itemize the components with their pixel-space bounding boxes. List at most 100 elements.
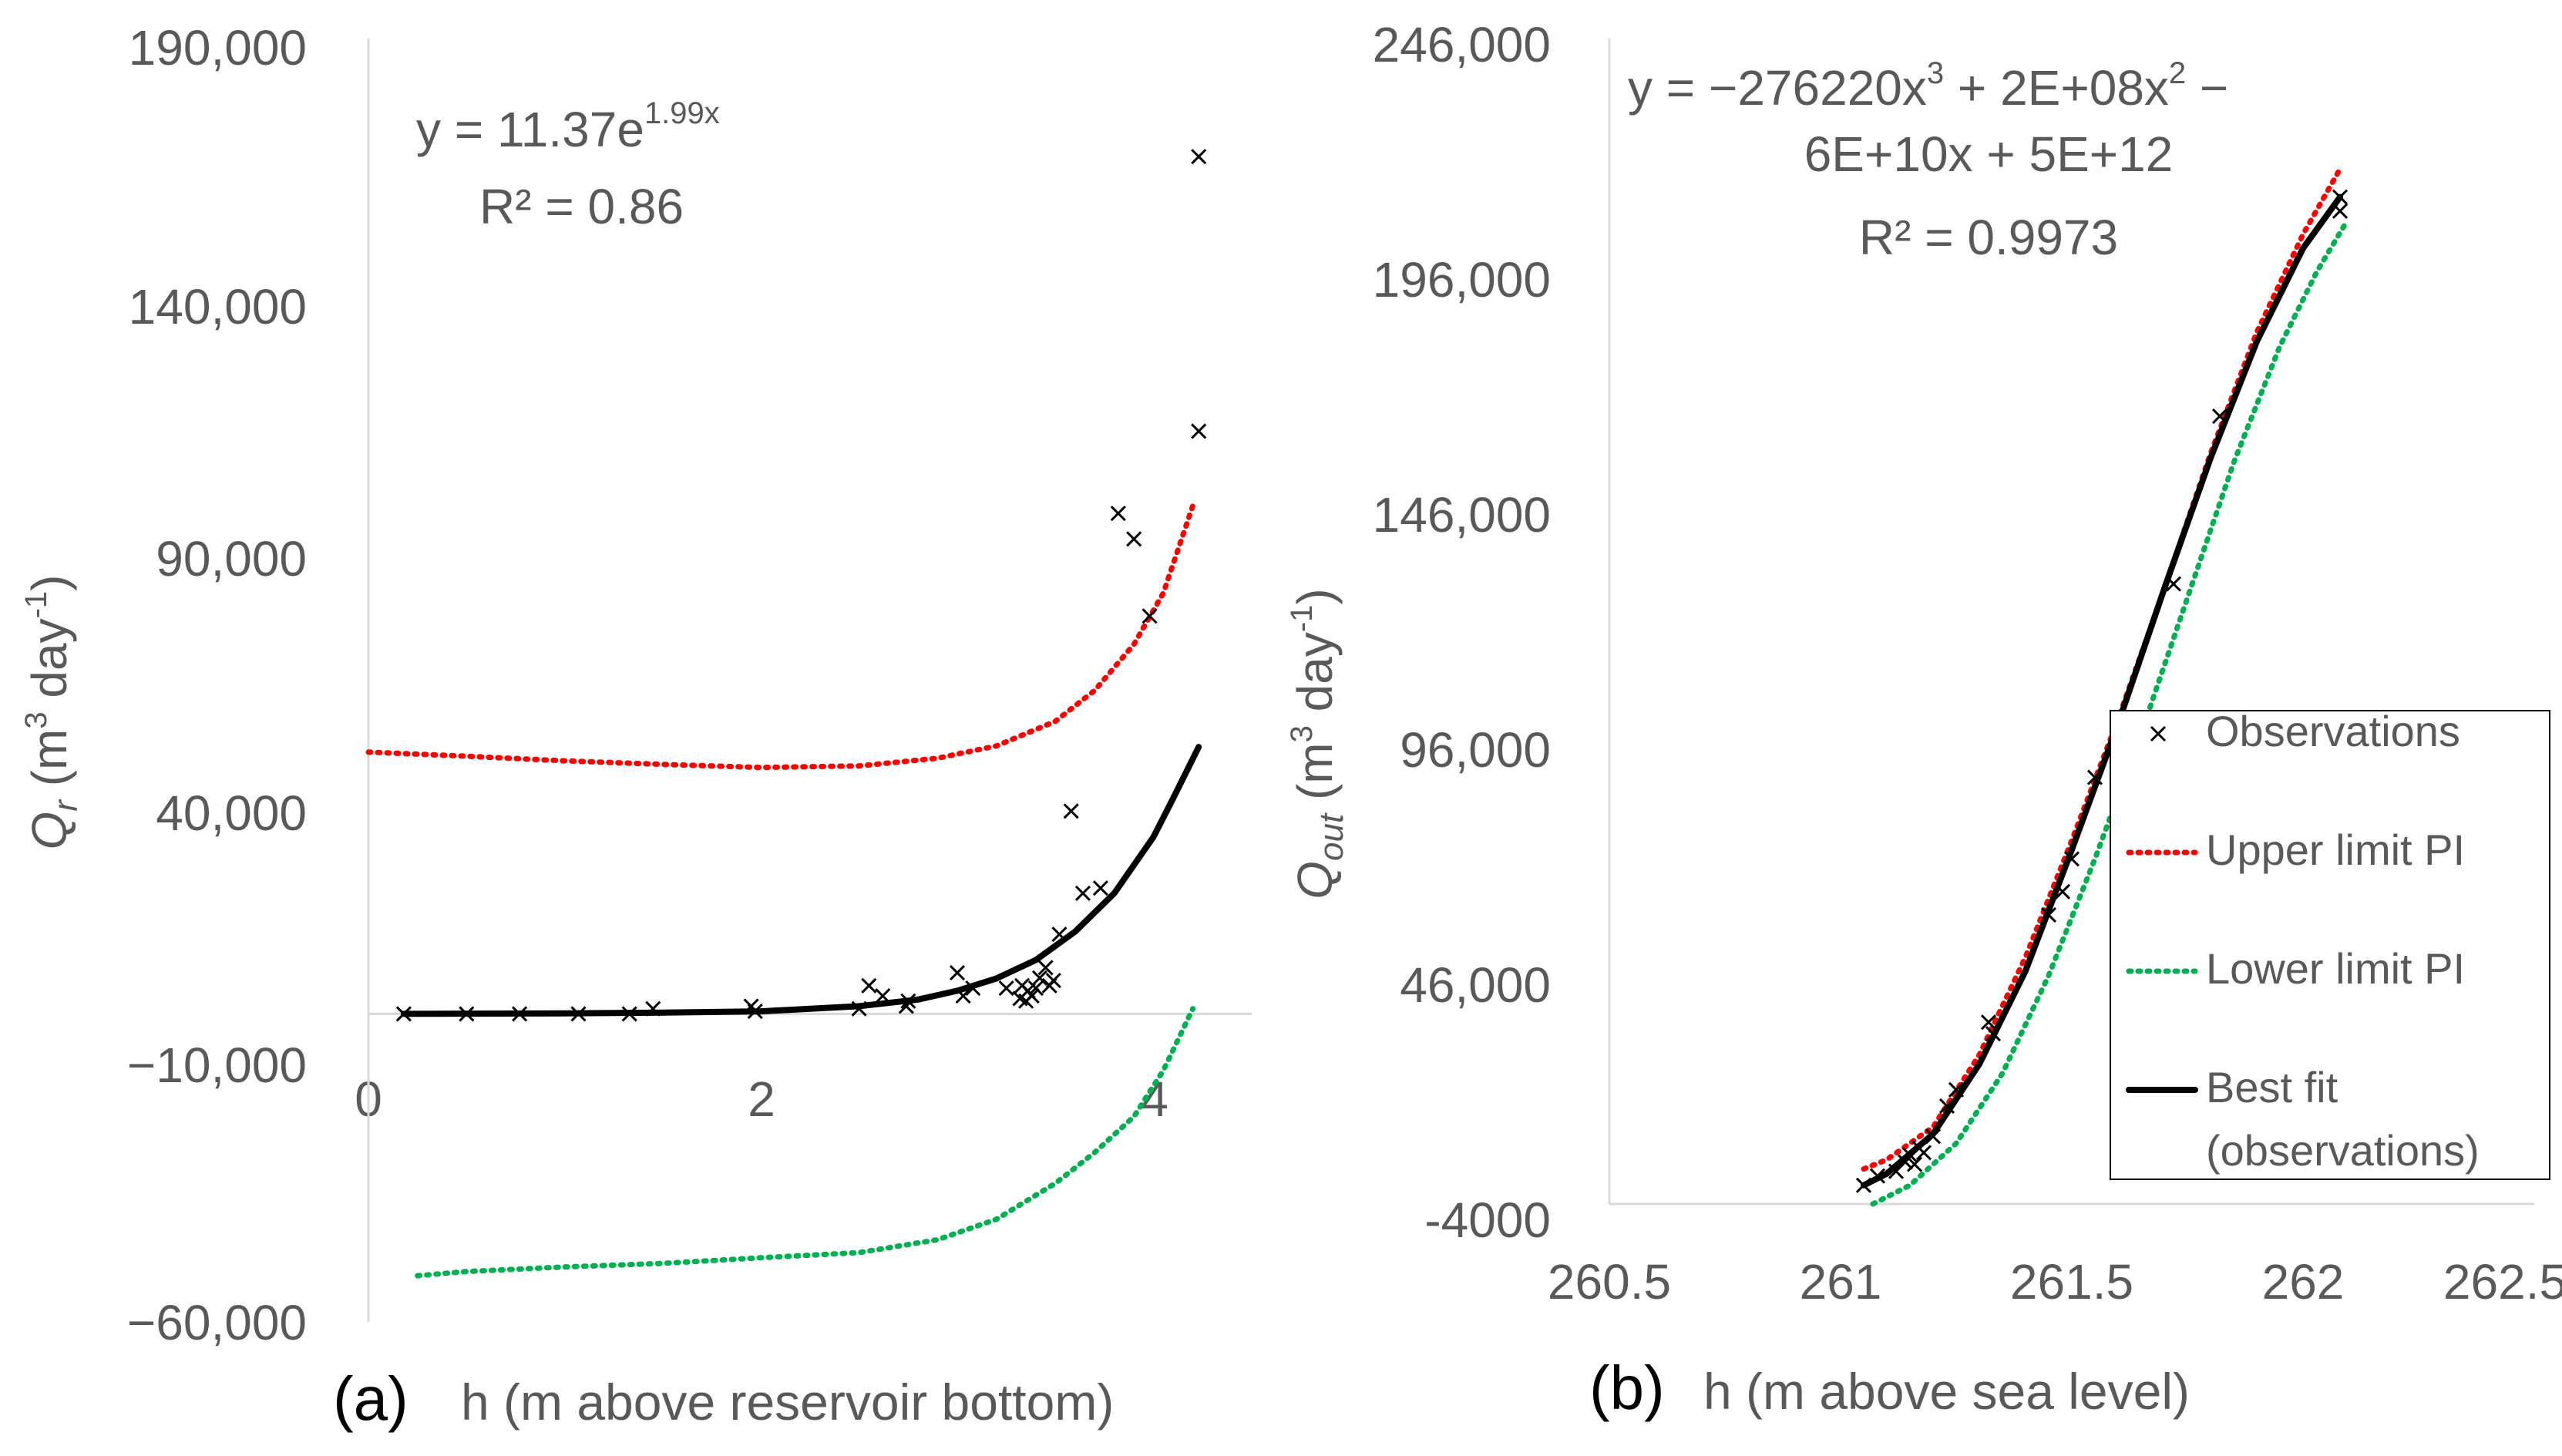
a-equation-exponent: 1.99x: [644, 96, 720, 130]
b-observation-point: [2332, 189, 2348, 205]
a-observation-point: [645, 1000, 661, 1017]
b-observation-point: [2211, 408, 2228, 424]
a-observation-point: [1031, 970, 1048, 986]
b-observation-point: [1855, 1177, 1872, 1193]
legend-label-upper-limit: Upper limit PI: [2206, 826, 2465, 874]
b-y-tick-label: 96,000: [1400, 722, 1551, 778]
b-eq-sup-2: 2: [2169, 56, 2186, 90]
b-observation-stroke: [1938, 1098, 1955, 1115]
b-observation-stroke: [2332, 189, 2348, 205]
a-observation-point: [1051, 926, 1068, 943]
b-observation-point: [1897, 1154, 1914, 1170]
a-observation-point: [955, 988, 971, 1004]
panel-b-plot-area: [1608, 39, 2534, 1207]
a-observation-point: [900, 993, 916, 1009]
a-observation-point: [1027, 980, 1044, 997]
b-observation-stroke: [2165, 576, 2182, 592]
legend-box: [2110, 710, 2550, 1180]
panel-b-x-tick-labels: 260.5 261 261.5 262 262.5: [1548, 1254, 2562, 1310]
a-equation-line1: y = 11.37e1.99x: [416, 96, 720, 157]
a-observation-stroke: [1074, 885, 1091, 901]
b-y-axis-label: Qout (m3 day-1): [1285, 588, 1350, 899]
a-ylabel-close: ): [22, 575, 77, 591]
a-observation-point: [1092, 880, 1108, 896]
b-observation-stroke: [1925, 1128, 1942, 1145]
b-y-tick-label: 46,000: [1400, 957, 1551, 1013]
a-observation-point: [1141, 608, 1158, 624]
a-observation-point: [1045, 973, 1061, 989]
legend-key-observations: [2150, 725, 2167, 742]
legend: Observations Upper limit PI Lower limit …: [2110, 707, 2550, 1180]
b-observation-stroke: [2063, 851, 2080, 867]
b-ylabel-supneg1: -1: [1285, 605, 1319, 633]
b-eq-part-c: −: [2186, 60, 2228, 116]
a-y-tick-label: 140,000: [129, 279, 307, 335]
a-observation-stroke: [1024, 988, 1040, 1004]
a-observation-point: [965, 980, 981, 997]
legend-key-stroke: [2150, 725, 2167, 742]
a-observation-stroke: [1051, 926, 1068, 943]
b-observation-point: [1925, 1128, 1942, 1145]
b-y-tick-label: 196,000: [1373, 252, 1551, 308]
legend-label-lower-limit: Lower limit PI: [2206, 944, 2465, 993]
b-x-tick-label: 261: [1800, 1254, 1882, 1310]
a-ylabel-mid: day: [22, 618, 77, 711]
b-observation-stroke: [1906, 1156, 1923, 1172]
a-observation-point: [1024, 988, 1040, 1004]
b-x-tick-label: 260.5: [1548, 1254, 1671, 1310]
b-observation-stroke: [2211, 408, 2228, 424]
b-observation-stroke: [1948, 1081, 1965, 1098]
b-equation-line1: y = −276220x3 + 2E+08x2 −: [1628, 56, 2228, 116]
a-y-tick-label: 40,000: [156, 785, 307, 841]
a-observation-point: [1110, 505, 1126, 522]
a-observation-point: [1063, 803, 1079, 819]
a-x-tick-label: 2: [748, 1071, 775, 1127]
a-ylabel-sup3: 3: [19, 711, 53, 728]
a-y-tick-label: −10,000: [127, 1037, 307, 1093]
a-best-fit-observations-line: [400, 744, 1202, 1017]
a-observation-stroke: [1063, 803, 1079, 819]
panel-a-chart: 190,000 140,000 90,000 40,000 −10,000 −6…: [19, 20, 1252, 1433]
b-observation-point: [2063, 851, 2080, 867]
b-equation-r2: R² = 0.9973: [1859, 210, 2118, 265]
a-observation-stroke: [570, 1006, 587, 1022]
b-observation-stroke: [1915, 1145, 1932, 1161]
b-observation-point: [1869, 1168, 1886, 1184]
a-y-tick-label: 90,000: [156, 531, 307, 587]
a-observation-stroke: [1037, 960, 1054, 976]
a-observation-stroke: [900, 993, 916, 1009]
b-ylabel-q: Q: [1287, 861, 1343, 899]
b-ylabel-open: (m: [1287, 742, 1343, 813]
a-observation-stroke: [965, 980, 981, 997]
a-observation-point: [395, 1006, 412, 1022]
b-observation-stroke: [1897, 1154, 1914, 1170]
a-y-tick-label: −60,000: [127, 1295, 307, 1350]
b-x-axis-label: h (m above sea level): [1703, 1363, 2190, 1420]
b-x-tick-label: 262.5: [2443, 1254, 2562, 1310]
b-x-tick-label: 261.5: [2010, 1254, 2133, 1310]
a-observation-stroke: [949, 965, 966, 981]
legend-label-best-fit: Best fit: [2206, 1063, 2338, 1111]
a-observation-stroke: [459, 1006, 475, 1022]
a-observation-stroke: [851, 1000, 867, 1017]
b-ylabel-mid: day: [1287, 632, 1343, 725]
panel-a-y-tick-labels: 190,000 140,000 90,000 40,000 −10,000 −6…: [127, 20, 307, 1350]
a-observation-point: [459, 1006, 475, 1022]
a-observation-stroke: [1031, 970, 1048, 986]
legend-keys: [2126, 725, 2198, 1093]
a-observation-point: [1126, 531, 1142, 547]
a-observation-point: [621, 1006, 637, 1022]
b-y-tick-label: 146,000: [1373, 487, 1551, 543]
panel-b-equation: y = −276220x3 + 2E+08x2 − 6E+10x + 5E+12…: [1628, 56, 2228, 265]
a-observation-stroke: [1126, 531, 1142, 547]
a-y-axis-label: Qr (m3 day-1): [19, 575, 85, 850]
b-observation-stroke: [2054, 883, 2071, 899]
a-observation-point: [1074, 885, 1091, 901]
b-observation-point: [2040, 906, 2057, 923]
b-observation-point: [1980, 1014, 1997, 1031]
a-observation-stroke: [998, 980, 1014, 997]
a-observation-point: [998, 980, 1014, 997]
a-lower-limit-pi-line: [415, 1006, 1196, 1279]
a-equation-base: y = 11.37e: [416, 102, 644, 157]
